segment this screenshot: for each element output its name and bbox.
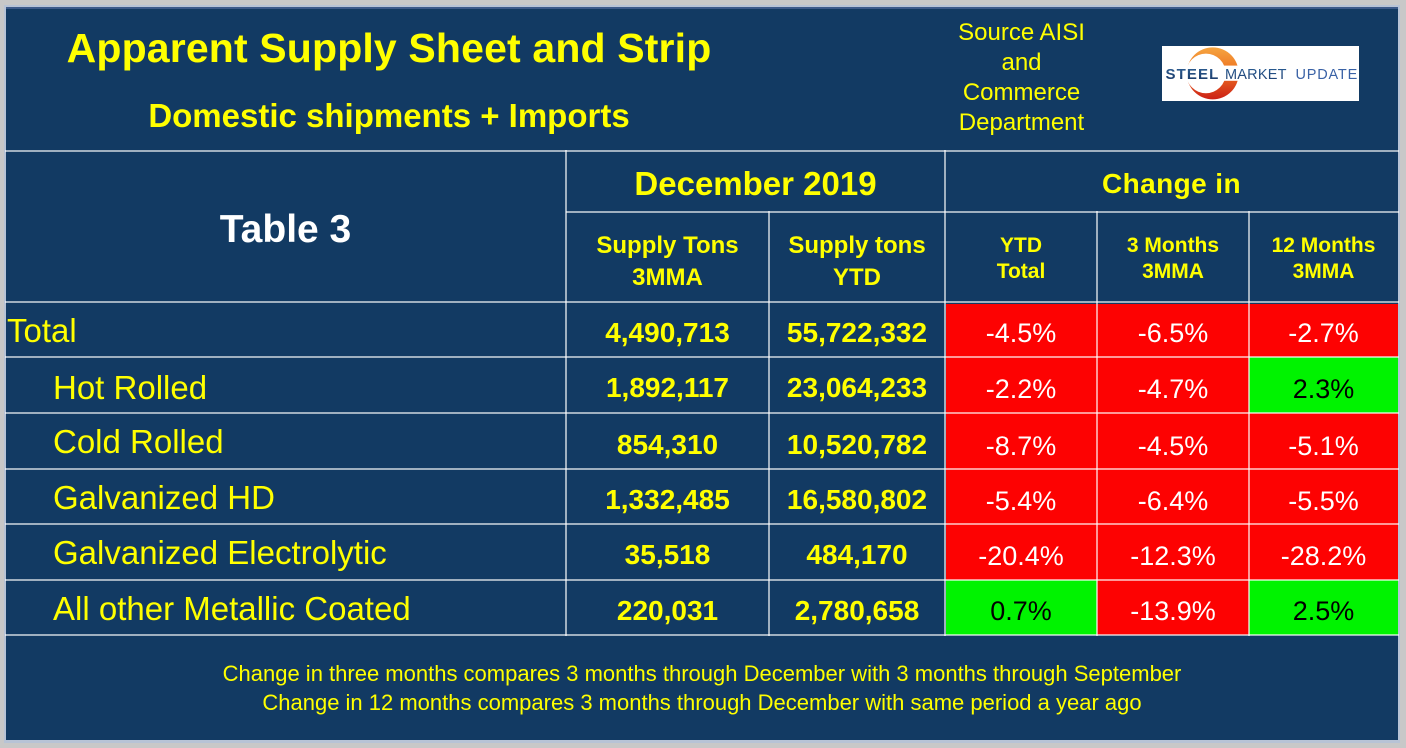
svg-text:STEEL: STEEL [1166, 66, 1220, 83]
svg-text:MARKET: MARKET [1225, 67, 1287, 83]
svg-text:UPDATE: UPDATE [1296, 67, 1359, 83]
